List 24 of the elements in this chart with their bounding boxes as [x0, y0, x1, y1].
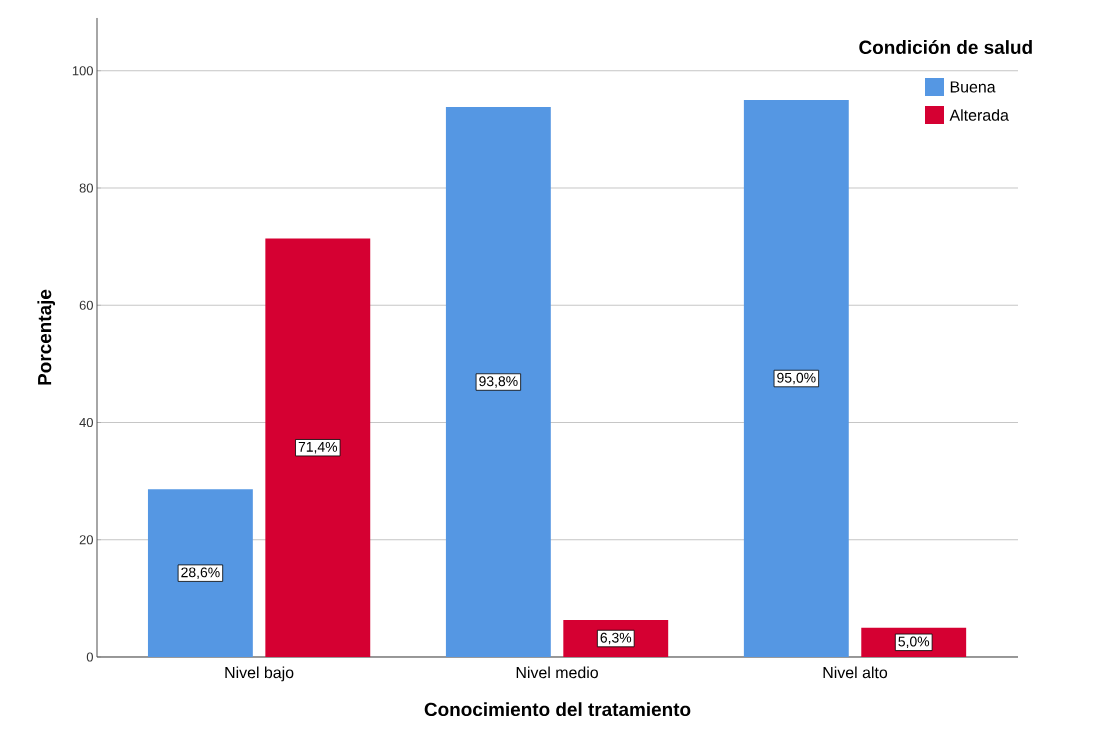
- legend-label: Buena: [950, 81, 996, 93]
- x-tick-label: Nivel bajo: [225, 666, 294, 682]
- data-label: 6,3%: [600, 632, 632, 645]
- y-tick-label: 20: [79, 535, 93, 545]
- y-axis-title: Porcentaje: [37, 289, 56, 385]
- y-tick-label: 40: [79, 417, 93, 428]
- legend-label: Alterada: [949, 109, 1009, 121]
- x-tick-label: Nivel medio: [516, 666, 598, 679]
- y-tick-label: 60: [79, 300, 93, 310]
- bar: [445, 107, 551, 657]
- x-axis-title: Conocimiento del tratamiento: [424, 702, 691, 717]
- legend-title: Condición de salud: [859, 39, 1032, 55]
- bar: [265, 238, 371, 657]
- bar: [743, 100, 849, 657]
- data-label: 71,4%: [298, 441, 338, 454]
- data-label: 93,8%: [479, 376, 518, 388]
- y-tick-label: 100: [72, 66, 93, 76]
- y-tick-label: 80: [79, 183, 93, 193]
- bar: [147, 489, 253, 657]
- y-tick-label: 0: [86, 652, 93, 662]
- x-tick-label: Nivel alto: [823, 666, 888, 679]
- data-label: 95,0%: [777, 372, 816, 385]
- data-label: 5,0%: [898, 636, 930, 649]
- data-label: 28,6%: [181, 567, 220, 579]
